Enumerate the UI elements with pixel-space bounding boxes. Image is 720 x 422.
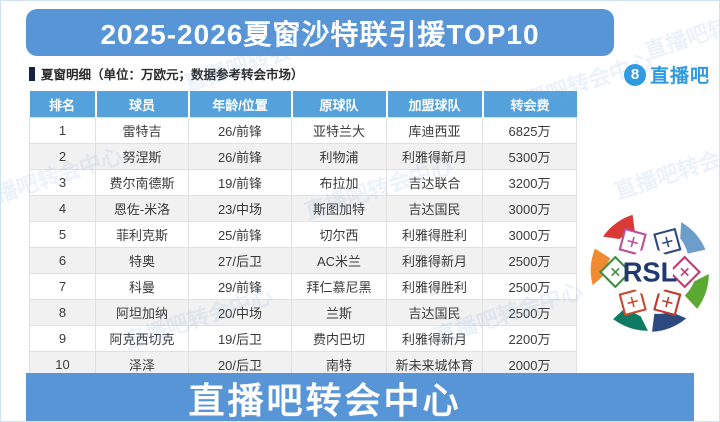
column-header: 转会费 (481, 91, 577, 118)
column-header: 原球队 (290, 91, 387, 118)
table-cell: 利雅得新月 (386, 325, 483, 352)
table-cell: 恩佐-米洛 (95, 195, 189, 222)
table-cell: 库迪西亚 (386, 117, 483, 144)
table-cell: 阿坦加纳 (95, 299, 189, 326)
column-header: 球员 (94, 91, 189, 118)
page-title: 2025-2026夏窗沙特联引援TOP10 (100, 18, 540, 50)
table-row: 4 恩佐-米洛 23/中场 斯图加特 吉达国民 3000万 (29, 195, 577, 222)
rsl-center (626, 248, 674, 296)
watermark-text: 直播吧转会中心 (641, 0, 720, 65)
table-cell: 2500万 (482, 273, 577, 300)
table-row: 1 雷特吉 26/前锋 亚特兰大 库迪西亚 6825万 (29, 117, 577, 144)
table-cell: 4 (29, 195, 96, 222)
table-row: 2 努涅斯 26/前锋 利物浦 利雅得新月 5300万 (29, 143, 577, 170)
table-cell: 布拉加 (291, 169, 387, 196)
table-cell: 3 (29, 169, 96, 196)
table-cell: 19/后卫 (188, 325, 292, 352)
table-cell: 2200万 (482, 325, 577, 352)
table-cell: 1 (29, 117, 96, 144)
table-row: 3 费尔南德斯 19/前锋 布拉加 吉达联合 3200万 (29, 169, 577, 196)
subtitle-marker-icon (29, 66, 35, 81)
zhibo8-badge-icon: 8 (623, 63, 646, 86)
table-cell: 费尔南德斯 (95, 169, 189, 196)
table-cell: 利物浦 (291, 143, 387, 170)
table-cell: 雷特吉 (95, 117, 189, 144)
table-cell: 5300万 (482, 143, 577, 170)
table-cell: 2500万 (482, 299, 577, 326)
table-cell: 努涅斯 (95, 143, 189, 170)
table-cell: 费内巴切 (291, 325, 387, 352)
rsl-league-logo: RSL (587, 209, 713, 335)
zhibo8-logo-text: 直播吧 (649, 66, 710, 87)
watermark-text: 直播吧转会中心 (611, 132, 720, 205)
table-cell: 9 (29, 325, 96, 352)
table-cell: 26/前锋 (188, 143, 292, 170)
footer-banner: 直播吧转会中心 (26, 373, 694, 421)
table-cell: 2500万 (482, 247, 577, 274)
table-cell: 2 (29, 143, 96, 170)
table-header-row: 排名 球员 年龄/位置 原球队 加盟球队 转会费 (29, 91, 577, 118)
rsl-logo-graphic: RSL (590, 214, 709, 332)
column-header: 加盟球队 (385, 91, 483, 118)
table-cell: 利雅得新月 (386, 143, 483, 170)
table-cell: 3200万 (482, 169, 577, 196)
table-cell: 6 (29, 247, 96, 274)
table-cell: 6825万 (482, 117, 577, 144)
table-cell: 5 (29, 221, 96, 248)
subtitle-text: 夏窗明细（单位：万欧元；数据参考转会市场） (41, 68, 304, 82)
table-cell: 亚特兰大 (291, 117, 387, 144)
table-cell: 兰斯 (291, 299, 387, 326)
table-cell: 阿克西切克 (95, 325, 189, 352)
table-cell: 利雅得胜利 (386, 221, 483, 248)
rsl-petals (590, 214, 709, 332)
table-cell: 7 (29, 273, 96, 300)
table-cell: 吉达联合 (386, 169, 483, 196)
table-cell: 8 (29, 299, 96, 326)
table-row: 8 阿坦加纳 20/中场 兰斯 吉达国民 2500万 (29, 299, 577, 326)
table-row: 9 阿克西切克 19/后卫 费内巴切 利雅得新月 2200万 (29, 325, 577, 352)
table-row: 6 特奥 27/后卫 AC米兰 利雅得新月 2500万 (29, 247, 577, 274)
table-row: 7 科曼 29/前锋 拜仁慕尼黑 利雅得胜利 2500万 (29, 273, 577, 300)
table-cell: 23/中场 (188, 195, 292, 222)
transfers-table: 排名 球员 年龄/位置 原球队 加盟球队 转会费 1 雷特吉 26/前锋 亚特兰大 库迪西亚 682… (29, 91, 577, 378)
table-cell: 科曼 (95, 273, 189, 300)
table-cell: 特奥 (95, 247, 189, 274)
table-cell: 26/前锋 (188, 117, 292, 144)
table-cell: 25/前锋 (188, 221, 292, 248)
table-cell: 切尔西 (291, 221, 387, 248)
table-cell: 吉达国民 (386, 195, 483, 222)
footer-title: 直播吧转会中心 (188, 379, 462, 421)
table-cell: 19/前锋 (188, 169, 292, 196)
zhibo8-logo: 8 直播吧 (623, 61, 710, 88)
table-cell: 拜仁慕尼黑 (291, 273, 387, 300)
table-cell: 菲利克斯 (95, 221, 189, 248)
table-row: 5 菲利克斯 25/前锋 切尔西 利雅得胜利 3000万 (29, 221, 577, 248)
table-cell: 3000万 (482, 221, 577, 248)
table-cell: AC米兰 (291, 247, 387, 274)
subtitle: 夏窗明细（单位：万欧元；数据参考转会市场） (29, 64, 304, 83)
column-header: 排名 (29, 91, 96, 118)
column-header: 年龄/位置 (187, 91, 292, 118)
table-cell: 利雅得新月 (386, 247, 483, 274)
rsl-logo-text: RSL (623, 256, 678, 287)
table-cell: 斯图加特 (291, 195, 387, 222)
table-cell: 吉达国民 (386, 299, 483, 326)
rsl-diamond-ring (599, 227, 701, 317)
table-cell: 20/中场 (188, 299, 292, 326)
table-cell: 3000万 (482, 195, 577, 222)
table-cell: 29/前锋 (188, 273, 292, 300)
title-banner: 2025-2026夏窗沙特联引援TOP10 (26, 9, 614, 56)
table-cell: 利雅得胜利 (386, 273, 483, 300)
table-cell: 27/后卫 (188, 247, 292, 274)
